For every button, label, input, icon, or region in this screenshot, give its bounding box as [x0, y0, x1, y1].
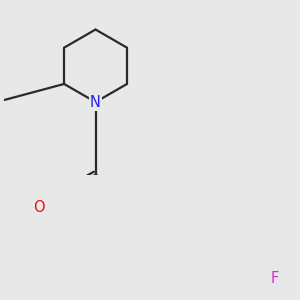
Text: O: O [33, 200, 45, 215]
Text: N: N [90, 94, 101, 110]
Text: F: F [271, 271, 279, 286]
